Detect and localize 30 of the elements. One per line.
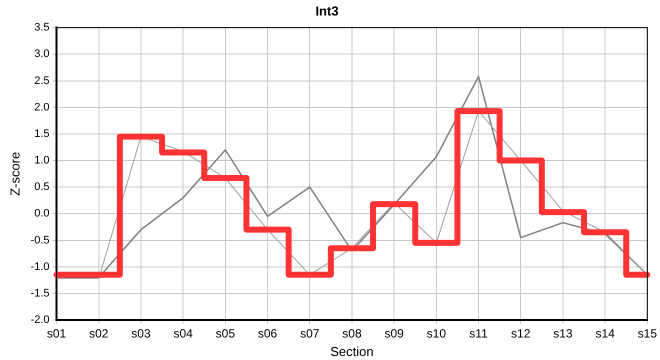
y-tick-label: 1.5 (34, 128, 50, 140)
y-tick-label: 3.5 (34, 22, 50, 34)
x-tick-label: s15 (638, 326, 658, 341)
y-tick-label: -1.0 (30, 260, 50, 273)
x-tick-label: s05 (216, 326, 236, 341)
x-tick-label: s07 (300, 326, 320, 341)
x-tick-label: s03 (131, 326, 151, 341)
x-tick-label: s13 (553, 326, 573, 341)
chart-title: Int3 (315, 3, 339, 18)
x-tick-label: s06 (258, 326, 278, 341)
x-tick-label: s02 (89, 326, 109, 341)
y-axis-title: Z-score (7, 152, 22, 196)
x-tick-label: s11 (469, 326, 488, 341)
x-tick-label: s09 (384, 326, 404, 341)
y-tick-label: 1.0 (34, 154, 50, 167)
y-tick-label: -2.0 (30, 314, 50, 326)
x-tick-label: s10 (426, 326, 446, 341)
y-tick-label: -1.5 (30, 287, 50, 300)
y-tick-label: 2.0 (34, 101, 50, 114)
y-tick-label: 3.0 (34, 48, 50, 60)
x-tick-label: s12 (511, 326, 531, 341)
y-tick-label: 0.5 (34, 181, 50, 194)
x-tick-label: s08 (342, 326, 362, 341)
x-tick-label: s04 (173, 326, 194, 341)
x-axis-title: Section (330, 344, 374, 359)
x-tick-label: s14 (595, 326, 616, 341)
y-tick-label: -0.5 (30, 234, 50, 246)
x-tick-label: s01 (46, 326, 67, 341)
y-tick-label: 2.5 (34, 74, 50, 87)
y-tick-label: 0.0 (34, 208, 50, 220)
